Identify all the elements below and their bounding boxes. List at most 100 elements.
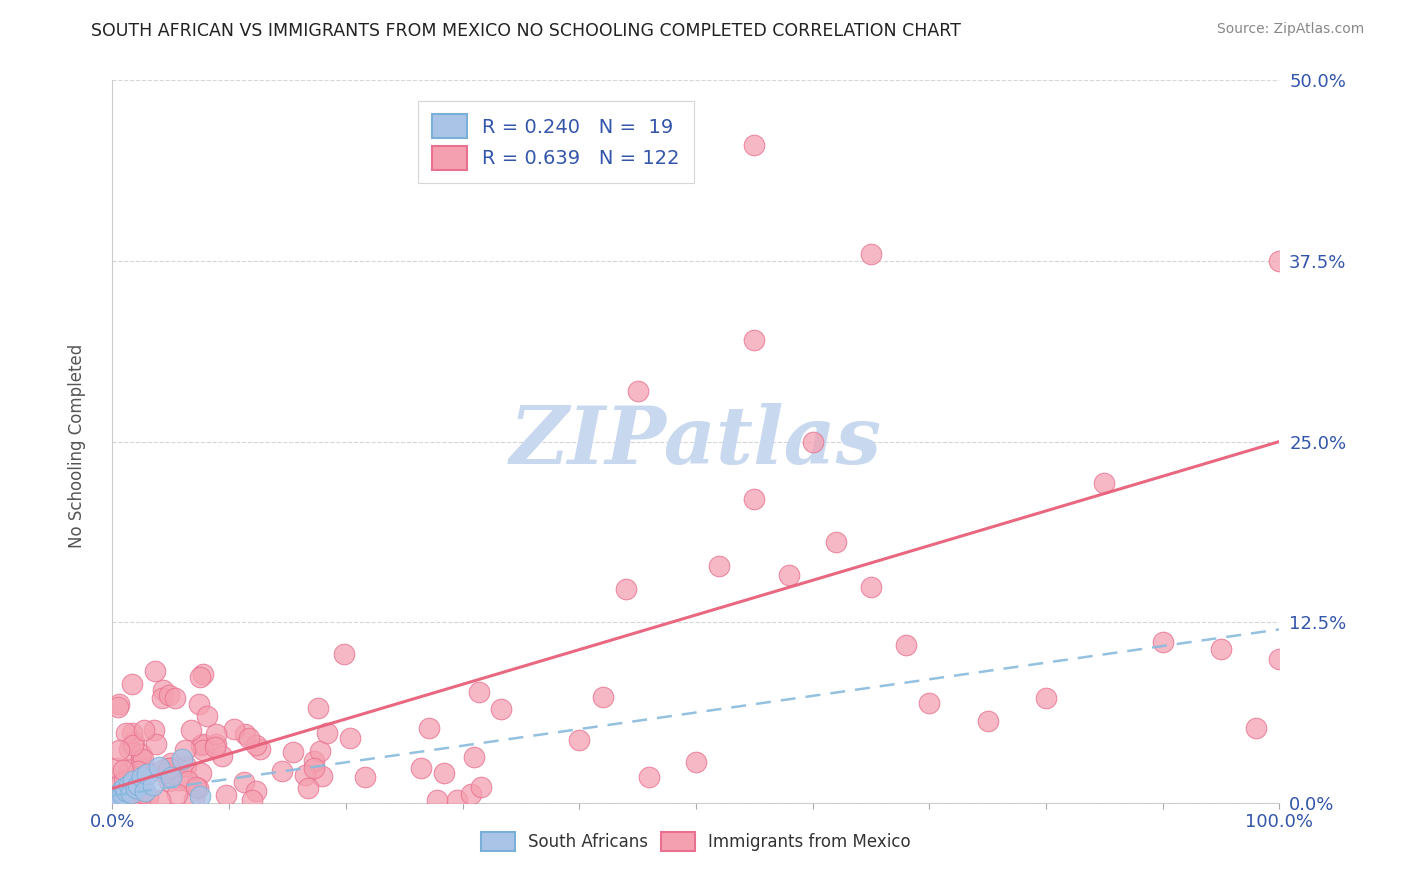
Point [778,567,800,582]
Point [107,791,129,805]
Point [568,733,591,747]
Point [110,784,132,798]
Point [112,773,135,788]
Point [166,787,188,801]
Point [976,714,998,728]
Point [281,745,304,759]
Point [205,737,228,751]
Point [638,770,661,784]
Point [150,764,173,778]
Point [191,666,214,681]
Point [157,761,180,775]
Point [860,580,883,594]
Point [245,784,267,798]
Point [1209,642,1232,657]
Point [159,765,181,780]
Point [302,754,325,768]
Text: ZIPatlas: ZIPatlas [510,403,882,480]
Point [138,766,160,780]
Point [1268,253,1291,268]
Point [418,721,440,735]
Point [177,773,200,788]
Point [744,334,766,348]
Point [187,697,209,711]
Point [183,792,205,806]
Point [157,774,180,789]
Point [489,702,512,716]
Point [297,780,319,795]
Point [131,759,153,773]
Point [188,670,211,684]
Point [315,726,337,740]
Point [145,737,167,751]
Point [709,559,731,574]
Point [205,726,228,740]
Point [188,789,211,803]
Point [211,748,233,763]
Point [801,434,824,449]
Point [470,780,492,794]
Point [170,759,193,773]
Point [174,743,197,757]
Text: No Schooling Completed: No Schooling Completed [69,344,86,548]
Point [148,760,170,774]
Point [134,784,156,798]
Point [204,740,226,755]
Point [238,731,260,745]
Point [918,696,941,710]
Point [118,763,141,777]
Point [121,677,143,691]
Point [1152,635,1174,649]
Point [214,789,236,803]
Point [460,787,482,801]
Point [136,767,159,781]
Point [125,781,148,796]
Point [294,768,316,782]
Point [122,789,145,803]
Text: Source: ZipAtlas.com: Source: ZipAtlas.com [1216,22,1364,37]
Point [120,777,142,791]
Point [270,764,292,778]
Point [143,723,166,737]
Text: SOUTH AFRICAN VS IMMIGRANTS FROM MEXICO NO SCHOOLING COMPLETED CORRELATION CHART: SOUTH AFRICAN VS IMMIGRANTS FROM MEXICO … [91,22,962,40]
Point [143,664,166,678]
Point [339,731,361,745]
Point [592,690,614,704]
Point [108,743,131,757]
Point [302,761,325,775]
Point [174,758,197,772]
Point [1244,722,1267,736]
Point [1035,691,1057,706]
Point [120,786,142,800]
Point [333,647,356,661]
Point [136,789,159,804]
Point [111,787,134,801]
Point [149,793,172,807]
Point [118,742,141,756]
Point [122,734,145,748]
Point [131,770,153,784]
Point [111,763,134,777]
Point [240,793,263,807]
Point [131,747,153,761]
Point [245,738,267,752]
Point [187,781,209,796]
Point [115,726,138,740]
Point [409,760,432,774]
Point [433,765,456,780]
Point [180,723,202,737]
Point [121,738,143,752]
Point [825,535,848,549]
Point [1268,651,1291,665]
Point [311,769,333,783]
Point [190,738,212,752]
Point [191,737,214,751]
Point [468,685,491,699]
Point [104,789,127,803]
Point [190,765,212,780]
Point [152,683,174,698]
Point [110,776,132,790]
Point [233,727,256,741]
Point [131,752,153,766]
Point [165,691,187,706]
